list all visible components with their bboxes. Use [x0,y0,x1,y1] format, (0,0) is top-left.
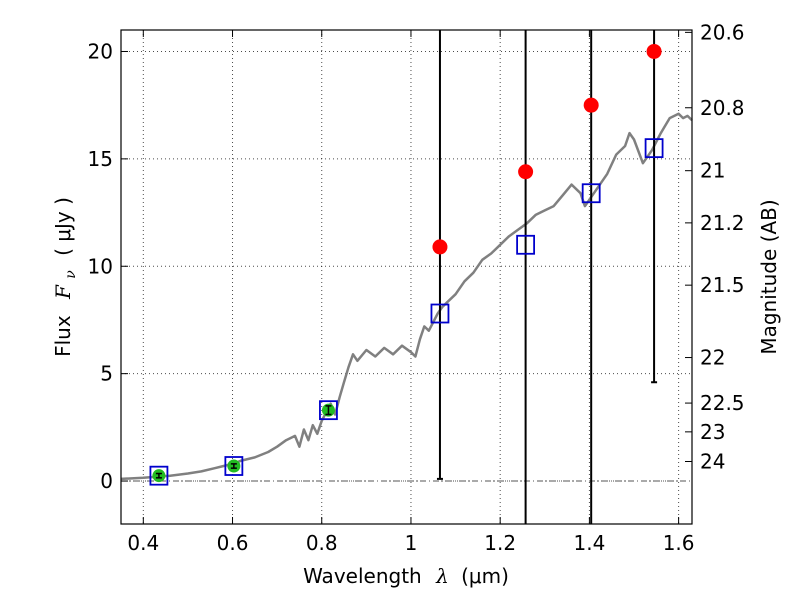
x-axis-label: Wavelength λ (μm) [303,564,509,588]
y-axis-ticks: 0 5 10 15 20 [88,39,128,493]
upper-limit-marker [432,239,448,255]
model-square-marker [149,465,169,486]
x-tick-label: 1 [405,531,418,555]
upper-limit-marker [518,164,534,180]
upper-limit-marker [646,43,662,59]
model-square-marker [581,183,601,204]
y-tick-label: 20 [88,39,113,63]
model-square-marker [224,456,244,476]
y2-tick-label: 22.5 [700,391,745,415]
y2-tick-label: 22 [700,346,725,370]
model-square-marker [430,303,450,324]
y-tick-label: 0 [100,469,113,493]
y2-tick-label: 23 [700,420,725,444]
spectrum-series [120,112,693,481]
plot-frame-background [121,30,692,524]
y2-tick-label: 21 [700,159,725,183]
x-tick-label: 1.6 [663,531,695,555]
markers [149,43,664,486]
model-square-marker [516,234,536,255]
y2-tick-label: 24 [700,449,725,473]
x-tick-label: 0.8 [306,531,338,555]
x-tick-label: 0.4 [127,531,159,555]
x-axis-ticks: 0.4 0.6 0.8 1 1.2 1.4 1.6 [127,30,695,555]
x-tick-label: 1.4 [573,531,605,555]
upper-limit-marker [583,97,599,113]
y2-tick-label: 21.2 [700,211,745,235]
y2-tick-label: 20.6 [700,20,745,44]
y2-tick-label: 20.8 [700,96,745,120]
plot-frame [120,29,693,525]
y2-axis-ticks: 20.6 20.8 21 21.2 21.5 22 22.5 23 24 [685,20,745,473]
model-square-marker [644,138,664,159]
model-square-marker [319,400,338,421]
y2-axis-label: Magnitude (AB) [757,199,781,354]
y-tick-label: 15 [88,147,113,171]
x-tick-label: 0.6 [217,531,249,555]
x-tick-label: 1.2 [484,531,516,555]
y-tick-label: 5 [100,362,113,386]
y-tick-label: 10 [88,254,113,278]
y2-tick-label: 21.5 [700,273,745,297]
spectrum-line [120,112,693,481]
y-axis-label: Flux F ν ( μJy ) [51,197,80,357]
